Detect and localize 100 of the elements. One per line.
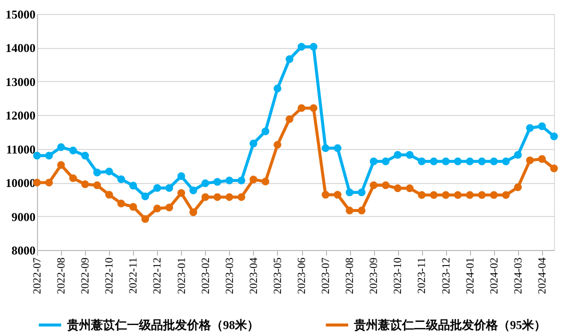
point <box>238 176 246 184</box>
x-tick-label: 2024-04 <box>536 257 548 294</box>
y-tick-label: 14000 <box>6 41 36 56</box>
point <box>370 157 378 166</box>
legend-label: 贵州薏苡仁一级品批发价格（98米） <box>66 318 259 332</box>
point <box>466 157 474 166</box>
point <box>105 190 114 199</box>
point <box>442 157 450 166</box>
point <box>250 176 258 184</box>
point <box>502 191 510 199</box>
point <box>274 140 282 149</box>
point <box>129 202 138 211</box>
x-tick-label: 2023-11 <box>416 258 428 294</box>
x-tick-label: 2022-08 <box>56 257 68 294</box>
point <box>45 152 53 160</box>
point <box>69 174 77 182</box>
point <box>358 188 366 196</box>
point <box>129 182 138 190</box>
x-tick-label: 2022-12 <box>152 258 164 294</box>
point <box>514 183 522 192</box>
x-tick-label: 2023-10 <box>392 257 404 294</box>
point <box>117 200 126 208</box>
point <box>502 157 510 166</box>
point <box>189 208 198 216</box>
point <box>117 175 126 184</box>
x-tick-label: 2023-09 <box>368 257 380 294</box>
point <box>165 204 174 212</box>
point <box>153 184 162 192</box>
point <box>550 164 558 172</box>
point <box>141 192 150 200</box>
point <box>334 190 342 199</box>
point <box>538 122 546 130</box>
x-tick-label: 2023-02 <box>200 258 212 294</box>
x-tick-label: 2024-02 <box>488 258 500 294</box>
point <box>189 186 198 194</box>
point <box>177 172 186 180</box>
point <box>93 181 101 190</box>
legend-label: 贵州薏苡仁二级品批发价格（95米） <box>353 318 546 332</box>
point <box>69 146 77 154</box>
point <box>394 151 402 159</box>
point <box>310 42 318 51</box>
point <box>514 151 522 159</box>
point <box>442 191 450 199</box>
point <box>238 193 246 201</box>
x-tick-label: 2023-01 <box>176 258 188 294</box>
x-tick-label: 2024-03 <box>512 257 524 294</box>
point <box>153 204 162 212</box>
point <box>274 84 282 92</box>
point <box>141 215 150 223</box>
point <box>213 178 222 186</box>
point <box>454 157 462 166</box>
point <box>201 179 210 188</box>
y-tick-label: 8000 <box>12 244 36 258</box>
point <box>382 157 390 166</box>
x-tick-label: 2023-08 <box>344 257 356 294</box>
y-tick-label: 15000 <box>6 8 36 22</box>
x-tick-label: 2024-01 <box>464 258 476 294</box>
point <box>81 180 89 188</box>
y-tick-label: 11000 <box>6 142 36 156</box>
x-tick-label: 2022-10 <box>104 257 116 294</box>
x-tick-label: 2022-11 <box>128 258 140 294</box>
point <box>346 188 354 196</box>
y-tick-label: 13000 <box>6 74 36 89</box>
x-tick-label: 2023-07 <box>320 257 332 294</box>
x-tick-label: 2023-12 <box>440 258 452 294</box>
point <box>310 104 318 112</box>
point <box>250 140 258 148</box>
point <box>93 168 101 176</box>
point <box>33 152 41 160</box>
point <box>430 157 438 166</box>
point <box>322 144 330 152</box>
point <box>262 178 270 186</box>
point <box>334 144 342 152</box>
point <box>454 191 462 199</box>
point <box>165 184 174 192</box>
point <box>201 193 210 201</box>
point <box>406 151 414 159</box>
point <box>262 127 270 136</box>
x-tick-label: 2022-09 <box>80 257 92 294</box>
y-tick-label: 12000 <box>6 108 36 123</box>
point <box>418 157 426 166</box>
point <box>466 191 474 199</box>
point <box>478 191 486 199</box>
x-tick-label: 2023-06 <box>296 257 308 294</box>
point <box>394 184 402 192</box>
point <box>358 206 366 214</box>
point <box>226 193 234 201</box>
point <box>105 168 114 176</box>
x-tick-label: 2023-03 <box>224 257 236 294</box>
point <box>478 157 486 166</box>
x-tick-label: 2023-04 <box>248 257 260 294</box>
point <box>286 55 294 64</box>
point <box>346 206 354 214</box>
point <box>57 143 65 152</box>
point <box>298 104 306 112</box>
y-tick-label: 9000 <box>12 210 36 224</box>
point <box>490 157 498 166</box>
point <box>430 191 438 199</box>
point <box>322 190 330 199</box>
point <box>490 191 498 199</box>
